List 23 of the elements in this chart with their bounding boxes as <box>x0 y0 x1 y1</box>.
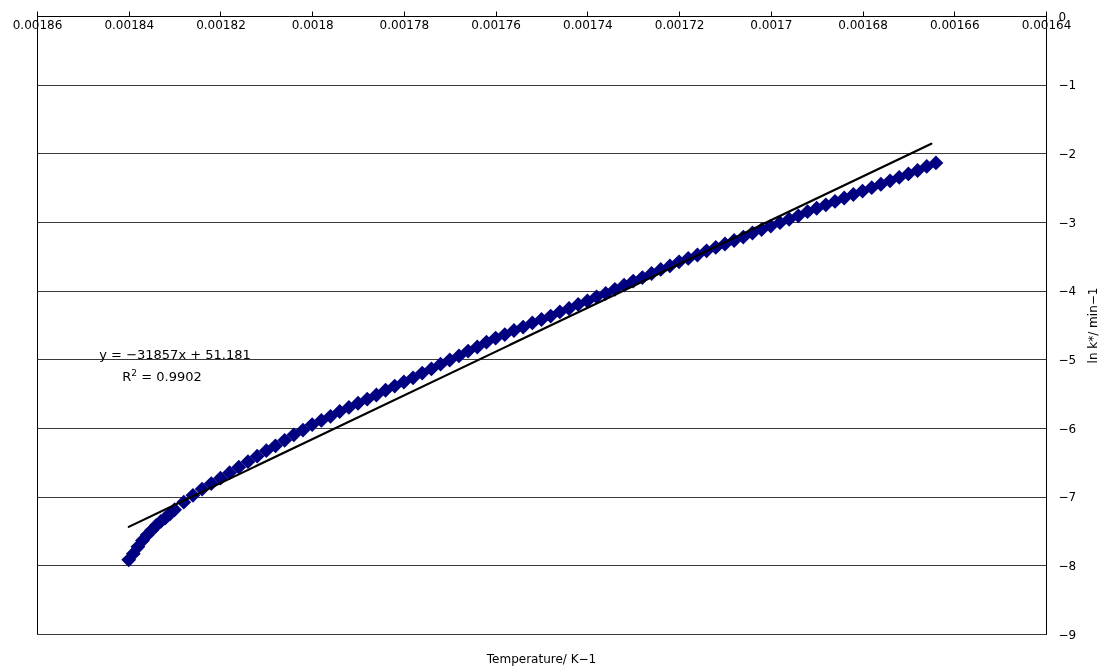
y-tick-label: −8 <box>1058 558 1077 573</box>
x-tick-label: 0.00172 <box>654 17 705 32</box>
y-tick-label: −2 <box>1058 146 1077 161</box>
annotation: y = −31857x + 51.181 <box>99 347 251 362</box>
y-tick-label: −9 <box>1058 627 1077 642</box>
y-tick-label: −7 <box>1058 490 1077 505</box>
y-tick-label: −4 <box>1058 284 1077 299</box>
annotation: R$^{2}$ = 0.9902 <box>122 368 202 384</box>
x-tick-label: 0.00174 <box>563 17 613 32</box>
y-tick-label: −6 <box>1058 421 1077 436</box>
y-axis-title: ln k*/ min−1 <box>1086 287 1101 364</box>
x-tick-label: 0.00182 <box>196 17 246 32</box>
x-tick-label: 0.00178 <box>379 17 430 32</box>
x-tick-label: 0.00166 <box>929 17 980 32</box>
x-tick-label: 0.00176 <box>471 17 521 32</box>
y-tick-label: −3 <box>1058 215 1077 230</box>
x-tick-label: 0.00184 <box>104 17 155 32</box>
y-tick-label: −5 <box>1058 352 1077 367</box>
y-tick-label: −1 <box>1058 78 1077 93</box>
x-tick-label: 0.0018 <box>291 17 334 32</box>
x-tick-label: 0.0017 <box>750 17 793 32</box>
x-tick-label: 0.00168 <box>838 17 888 32</box>
x-axis-title: Temperature/ K−1 <box>485 652 597 666</box>
